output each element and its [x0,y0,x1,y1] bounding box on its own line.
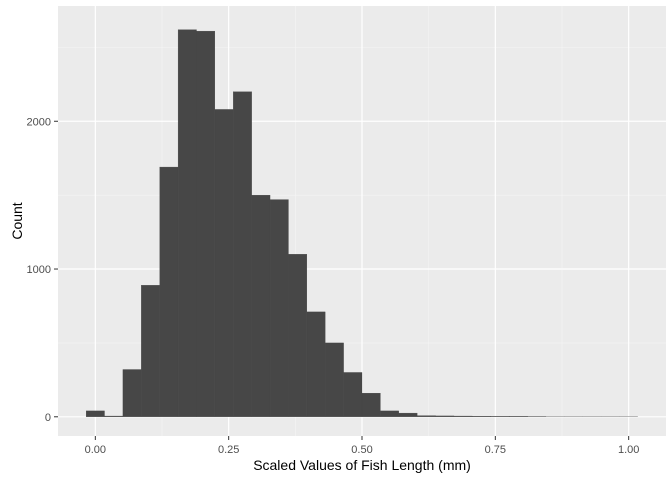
histogram-bar [416,415,436,417]
y-axis-title: Count [9,202,25,239]
y-tick-label: 2000 [27,116,51,128]
histogram-bar [453,415,473,417]
histogram-bar [288,254,308,417]
histogram-bar [159,166,179,417]
y-tick-label: 0 [45,412,51,424]
histogram-bar [269,199,289,417]
histogram-bar [196,30,216,417]
histogram-bar [86,410,105,417]
histogram-bar [141,285,160,417]
x-tick-label: 0.25 [218,444,239,456]
x-tick-label: 0.50 [351,444,372,456]
histogram-bars [86,29,638,417]
histogram-bar [325,342,344,417]
histogram-bar [398,412,418,417]
histogram-bar [361,392,381,417]
x-tick-label: 0.75 [485,444,506,456]
histogram-bar [472,416,491,417]
x-axis-title: Scaled Values of Fish Length (mm) [253,457,471,473]
histogram-bar [122,369,142,417]
y-tick-label: 1000 [27,264,51,276]
major-gridlines [58,6,666,436]
histogram-bar [233,91,252,417]
axis-tick-labels: 0.00 0.25 0.50 0.75 1.00 0 1000 2000 [27,116,640,456]
histogram-bar [435,415,455,417]
axis-ticks [54,120,630,440]
histogram-bar [104,415,124,417]
histogram-bar [214,109,234,417]
histogram-bar [251,194,271,417]
x-tick-label: 1.00 [618,444,639,456]
histogram-bar [343,372,363,417]
histogram-bar [380,410,399,417]
histogram-bar [177,29,197,417]
x-tick-label: 0.00 [85,444,106,456]
histogram-bar [306,311,326,417]
